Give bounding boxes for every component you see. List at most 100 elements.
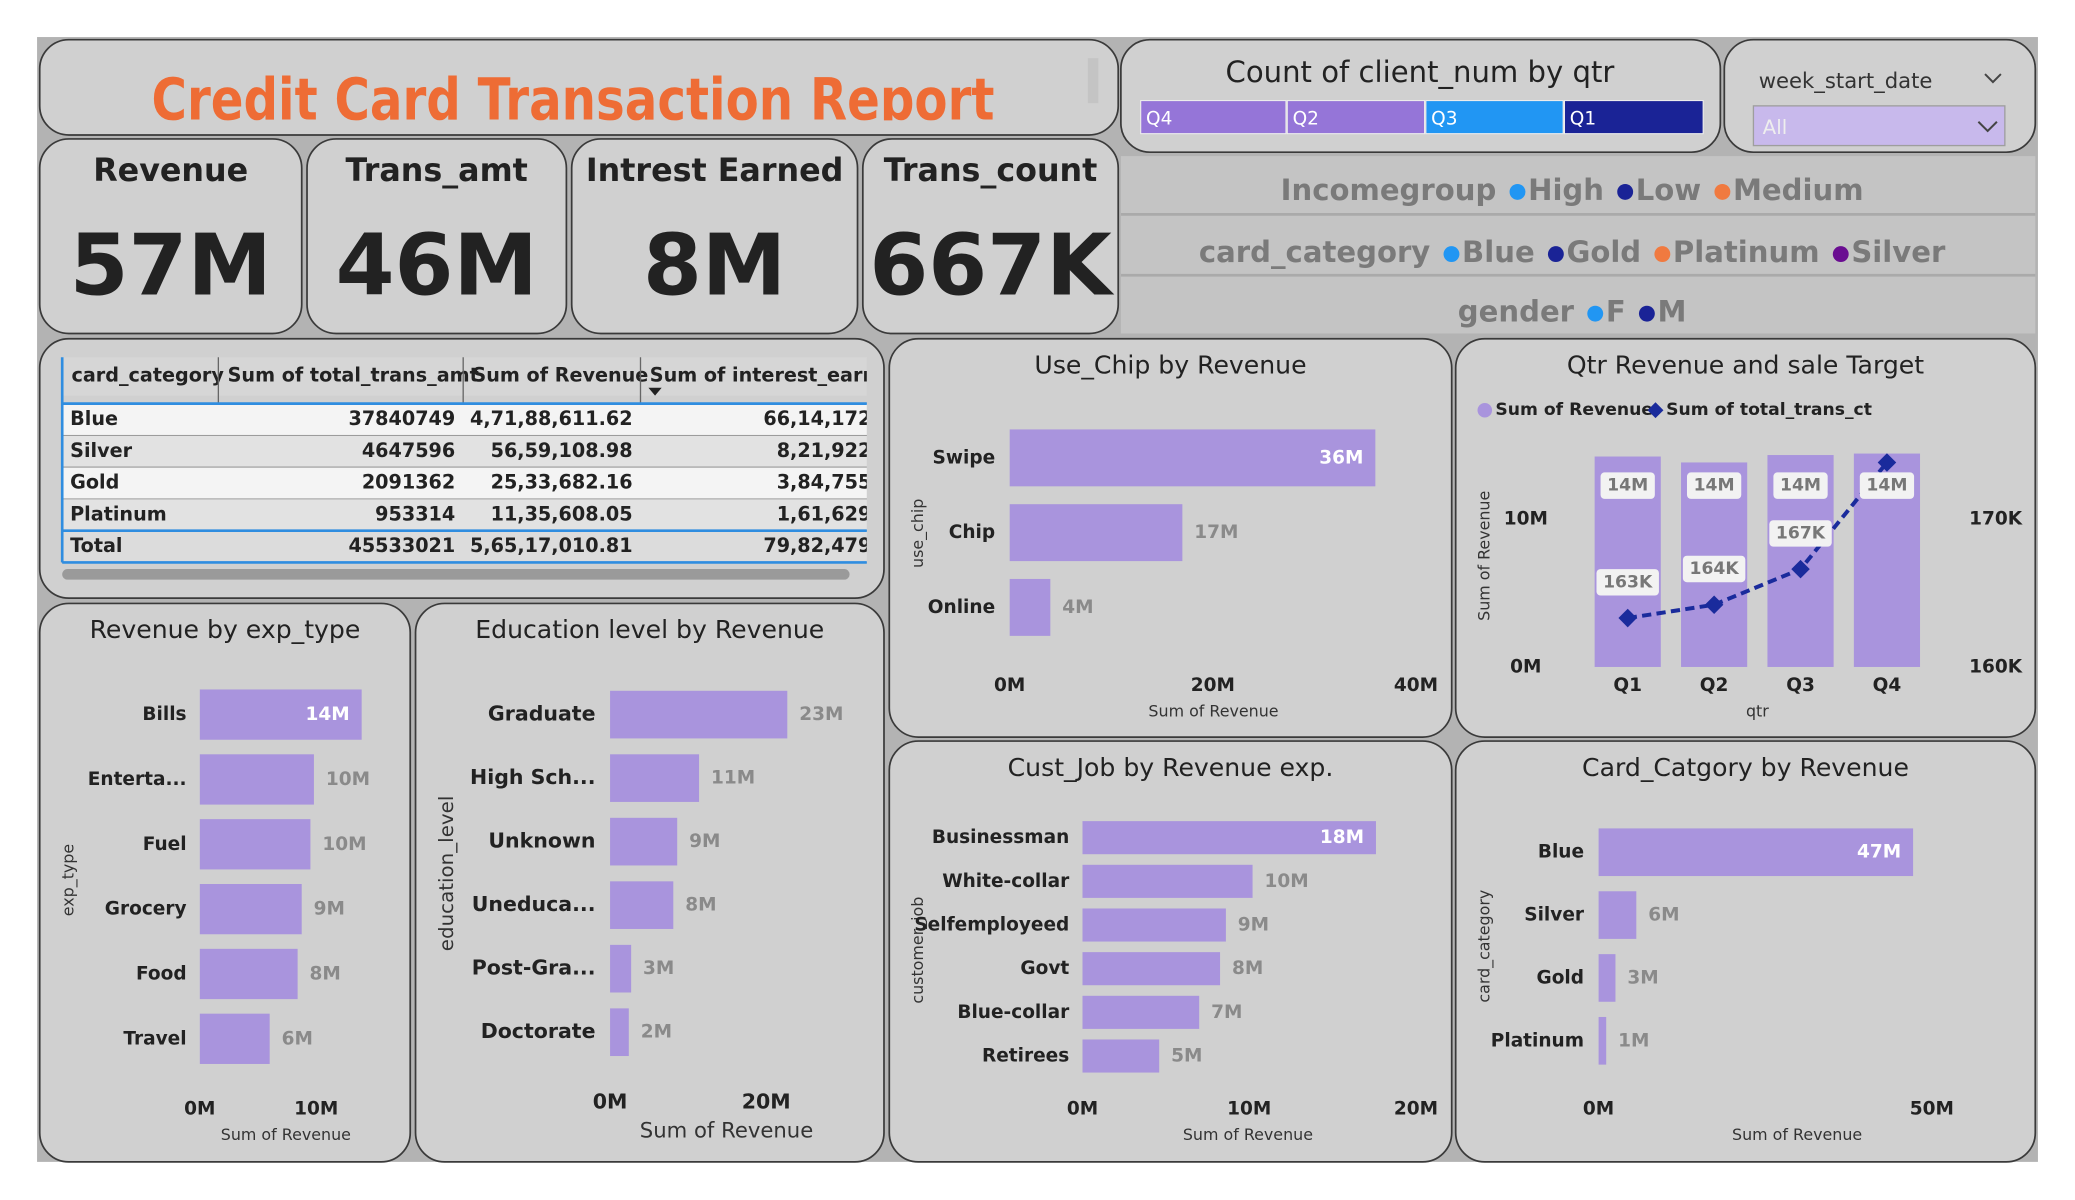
data-label: 23M	[799, 704, 843, 725]
table-cell: 4,71,88,611.62	[470, 407, 633, 430]
x-axis-title: qtr	[1746, 701, 1769, 720]
data-label: 10M	[1264, 871, 1308, 892]
legend-dot	[1509, 183, 1526, 200]
data-label: 5M	[1171, 1046, 1202, 1067]
bar	[1598, 828, 1914, 877]
kpi-card	[38, 138, 303, 335]
report-title: Credit Card Transaction Report	[152, 65, 995, 133]
y2-tick-label: 160K	[1969, 656, 2023, 677]
legend-item: Silver	[1851, 235, 1946, 269]
y-axis-title: exp_type	[58, 844, 78, 916]
table-cell: Silver	[70, 439, 132, 462]
bar	[1009, 429, 1376, 487]
data-label-bg	[1769, 520, 1832, 547]
legend-item: Low	[1636, 173, 1701, 207]
bar	[610, 754, 700, 802]
y-tick-label: Chip	[949, 522, 995, 543]
y-tick-label: Gold	[1537, 967, 1585, 988]
data-label: 6M	[1648, 905, 1679, 926]
chevron	[1977, 121, 1998, 133]
column-header: Sum of total_trans_amt	[228, 363, 479, 386]
data-label: 10M	[322, 834, 366, 855]
data-label: 1M	[1618, 1030, 1649, 1051]
bar	[1009, 504, 1183, 562]
legend-label: Sum of total_trans_ct	[1666, 400, 1872, 420]
bar	[199, 883, 302, 935]
bar	[1082, 952, 1221, 986]
bar	[610, 690, 788, 739]
y-tick-label: Bills	[142, 704, 186, 725]
x-tick-label: 0M	[593, 1089, 628, 1113]
table-cell: Blue	[70, 407, 118, 430]
y-axis-title: customer_job	[908, 897, 928, 1004]
bar	[1598, 1016, 1607, 1065]
data-label: 17M	[1194, 522, 1238, 543]
chart-panel	[888, 740, 1453, 1163]
bar-segment	[1140, 100, 1287, 135]
legend-marker	[1647, 402, 1664, 419]
kpi-card	[570, 138, 859, 335]
legend-dot	[1547, 246, 1564, 263]
y-tick-label: Grocery	[105, 899, 187, 920]
data-label: 2M	[641, 1022, 672, 1043]
table-cell: 953314	[375, 502, 455, 525]
x-tick-label: 10M	[294, 1098, 338, 1119]
segment-label: Q4	[1146, 109, 1172, 130]
y-tick-label: Selfemployeed	[914, 915, 1069, 936]
bar	[610, 944, 632, 993]
legend-dot	[1654, 246, 1671, 263]
x-tick-label: 20M	[1191, 675, 1235, 696]
y-tick-label: Businessman	[932, 827, 1069, 848]
line	[1627, 461, 1889, 621]
data-label: 9M	[314, 899, 345, 920]
y-tick-label: 0M	[1510, 656, 1541, 677]
kpi-value: 8M	[643, 216, 786, 315]
y-tick-label: White-collar	[942, 871, 1070, 892]
y-tick-label: Retirees	[982, 1046, 1069, 1067]
title-group: Credit Card Transaction Report	[152, 65, 995, 133]
data-label: 10M	[326, 769, 370, 790]
legend-marker	[1477, 402, 1493, 418]
legend-area	[1120, 156, 2036, 334]
legend-dot	[1832, 246, 1849, 263]
sort-indicator	[648, 387, 662, 396]
x-axis-title: Sum of Revenue	[1148, 701, 1278, 720]
table-row	[61, 498, 867, 532]
data-label: 3M	[1627, 967, 1658, 988]
column-header: Sum of interest_earne	[650, 363, 889, 386]
table-cell: Gold	[70, 471, 119, 494]
chart-title: Card_Catgory by Revenue	[1582, 753, 1909, 782]
bar	[199, 819, 311, 870]
data-label: 14M	[1866, 476, 1907, 496]
data-label: 9M	[689, 831, 720, 852]
bar-segment	[1286, 100, 1426, 135]
chart-title: Revenue by exp_type	[90, 615, 361, 644]
x-tick-label: Q1	[1613, 675, 1642, 696]
data-label: 4M	[1062, 597, 1093, 618]
kpi-value: 57M	[70, 216, 272, 315]
bar	[610, 817, 678, 866]
table-cell: 37840749	[349, 407, 456, 430]
legend-title: Incomegroup	[1281, 173, 1497, 207]
y-tick-label: Swipe	[933, 447, 996, 468]
table-cell: 8,21,922.9	[777, 439, 892, 462]
table-cell: 5,65,17,010.81	[470, 534, 633, 557]
slicer-selection: All	[1763, 116, 1788, 139]
bar-segment	[1563, 100, 1704, 135]
title-scroll	[1087, 58, 1099, 104]
data-label-bg	[1859, 472, 1915, 499]
data-label: 11M	[711, 768, 755, 789]
legend-item: Gold	[1566, 235, 1641, 269]
table-row	[61, 466, 867, 500]
data-label: 163K	[1603, 572, 1653, 592]
x-tick-label: 50M	[1910, 1098, 1954, 1119]
y-tick-label: Doctorate	[481, 1019, 596, 1043]
table-cell: 56,59,108.98	[491, 439, 633, 462]
kpi-card	[861, 138, 1120, 335]
x-tick-label: Q3	[1786, 675, 1815, 696]
bar	[1082, 864, 1253, 898]
slicer-dropdown	[1752, 105, 2006, 147]
bar	[1082, 1039, 1160, 1073]
y2-tick-label: 170K	[1969, 508, 2023, 529]
